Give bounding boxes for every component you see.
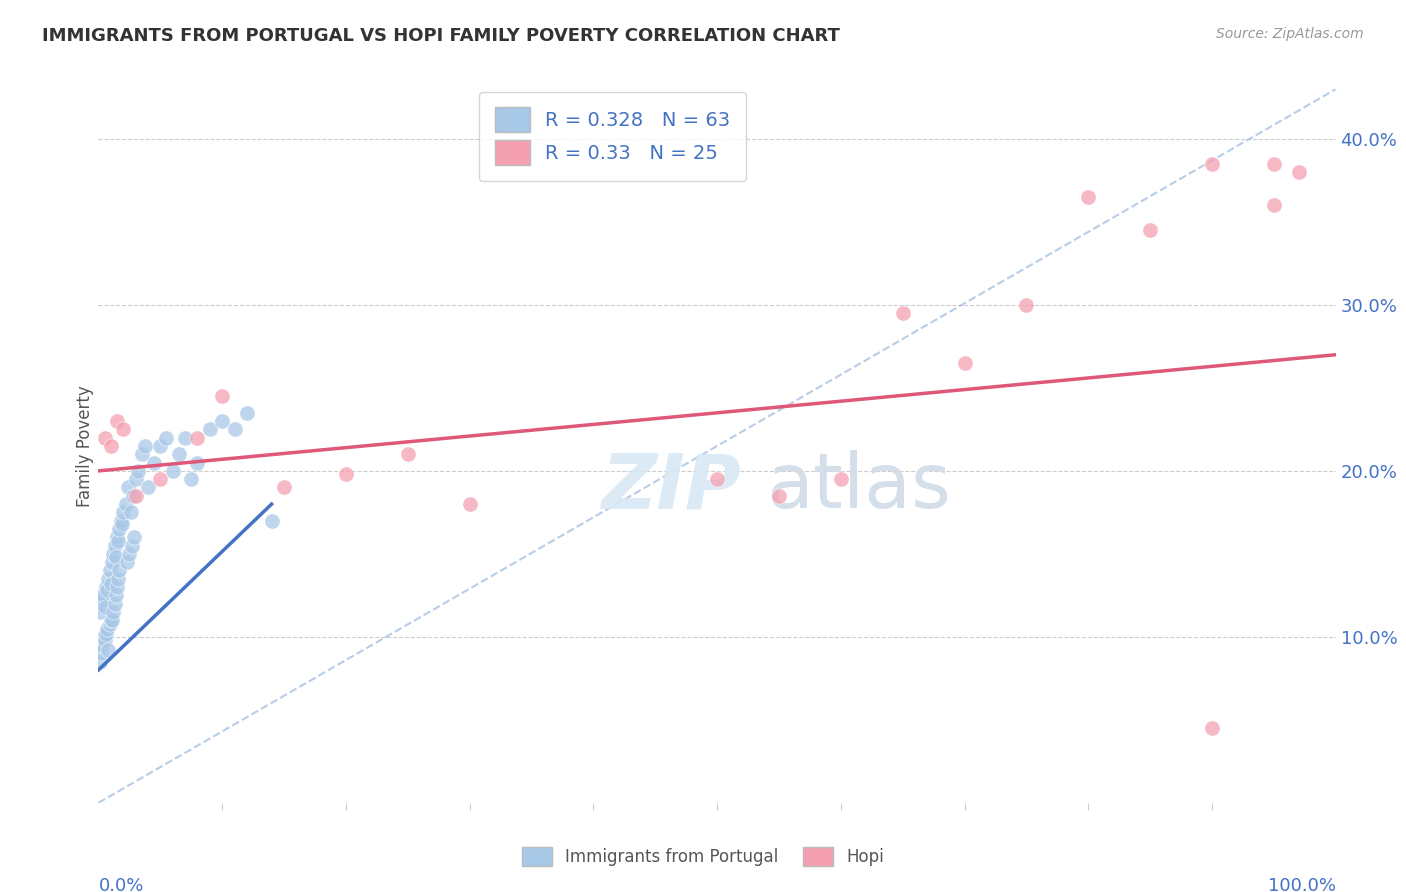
Point bbox=[93, 599, 115, 614]
Point bbox=[117, 481, 139, 495]
Point bbox=[1139, 223, 1161, 237]
Text: IMMIGRANTS FROM PORTUGAL VS HOPI FAMILY POVERTY CORRELATION CHART: IMMIGRANTS FROM PORTUGAL VS HOPI FAMILY … bbox=[42, 27, 839, 45]
Point bbox=[93, 431, 115, 445]
Point bbox=[98, 564, 121, 578]
Point bbox=[127, 464, 149, 478]
Point bbox=[105, 414, 128, 428]
Point bbox=[91, 593, 114, 607]
Point bbox=[114, 497, 136, 511]
Point bbox=[136, 481, 159, 495]
Point bbox=[1077, 190, 1099, 204]
Point bbox=[458, 497, 481, 511]
Point bbox=[236, 406, 259, 420]
Point bbox=[104, 588, 127, 602]
Point bbox=[131, 447, 153, 461]
Point bbox=[101, 555, 124, 569]
Point bbox=[105, 530, 128, 544]
Y-axis label: Family Poverty: Family Poverty bbox=[76, 385, 94, 507]
Point bbox=[260, 514, 283, 528]
Point bbox=[110, 514, 132, 528]
Point bbox=[100, 576, 122, 591]
Point bbox=[103, 605, 125, 619]
Point bbox=[97, 643, 120, 657]
Point bbox=[211, 389, 233, 403]
Point bbox=[1288, 165, 1310, 179]
Point bbox=[103, 539, 125, 553]
Point bbox=[90, 647, 112, 661]
Point bbox=[134, 439, 156, 453]
Point bbox=[891, 306, 914, 320]
Point bbox=[335, 467, 357, 482]
Point bbox=[121, 539, 143, 553]
Point bbox=[112, 505, 135, 519]
Point bbox=[149, 472, 172, 486]
Point bbox=[953, 356, 976, 370]
Point bbox=[1263, 198, 1285, 212]
Text: 100.0%: 100.0% bbox=[1268, 878, 1336, 892]
Point bbox=[104, 550, 127, 565]
Legend: Immigrants from Portugal, Hopi: Immigrants from Portugal, Hopi bbox=[513, 838, 893, 875]
Point bbox=[186, 456, 208, 470]
Point bbox=[89, 655, 111, 669]
Point bbox=[101, 613, 124, 627]
Point bbox=[149, 439, 172, 453]
Point bbox=[107, 572, 129, 586]
Point bbox=[396, 447, 419, 461]
Point bbox=[107, 533, 129, 548]
Point bbox=[108, 564, 131, 578]
Point bbox=[186, 431, 208, 445]
Point bbox=[124, 472, 146, 486]
Point bbox=[108, 522, 131, 536]
Point bbox=[1263, 157, 1285, 171]
Point bbox=[89, 605, 111, 619]
Point bbox=[96, 583, 118, 598]
Point bbox=[122, 489, 145, 503]
Point bbox=[98, 616, 121, 631]
Point bbox=[100, 439, 122, 453]
Point bbox=[830, 472, 852, 486]
Point bbox=[211, 414, 233, 428]
Point bbox=[174, 431, 197, 445]
Point bbox=[93, 633, 115, 648]
Point bbox=[96, 622, 118, 636]
Point bbox=[105, 580, 128, 594]
Point bbox=[768, 489, 790, 503]
Point bbox=[118, 547, 141, 561]
Point bbox=[93, 588, 115, 602]
Point bbox=[1201, 721, 1223, 735]
Point bbox=[124, 489, 146, 503]
Point bbox=[1015, 298, 1038, 312]
Text: Source: ZipAtlas.com: Source: ZipAtlas.com bbox=[1216, 27, 1364, 41]
Point bbox=[162, 464, 184, 478]
Point bbox=[273, 481, 295, 495]
Point bbox=[94, 626, 117, 640]
Point bbox=[93, 630, 115, 644]
Point bbox=[155, 431, 177, 445]
Text: ZIP: ZIP bbox=[602, 450, 742, 524]
Point bbox=[706, 472, 728, 486]
Point bbox=[100, 613, 122, 627]
Point bbox=[224, 422, 246, 436]
Text: atlas: atlas bbox=[766, 450, 952, 524]
Point bbox=[90, 597, 112, 611]
Point bbox=[124, 530, 146, 544]
Point bbox=[103, 547, 125, 561]
Point bbox=[167, 447, 190, 461]
Point bbox=[1201, 157, 1223, 171]
Point bbox=[143, 456, 166, 470]
Point bbox=[111, 516, 134, 531]
Point bbox=[97, 572, 120, 586]
Point bbox=[103, 597, 125, 611]
Point bbox=[180, 472, 202, 486]
Point bbox=[120, 505, 142, 519]
Point bbox=[198, 422, 221, 436]
Point bbox=[112, 422, 135, 436]
Legend: R = 0.328   N = 63, R = 0.33   N = 25: R = 0.328 N = 63, R = 0.33 N = 25 bbox=[479, 92, 747, 181]
Text: 0.0%: 0.0% bbox=[98, 878, 143, 892]
Point bbox=[115, 555, 138, 569]
Point bbox=[91, 638, 114, 652]
Point bbox=[94, 580, 117, 594]
